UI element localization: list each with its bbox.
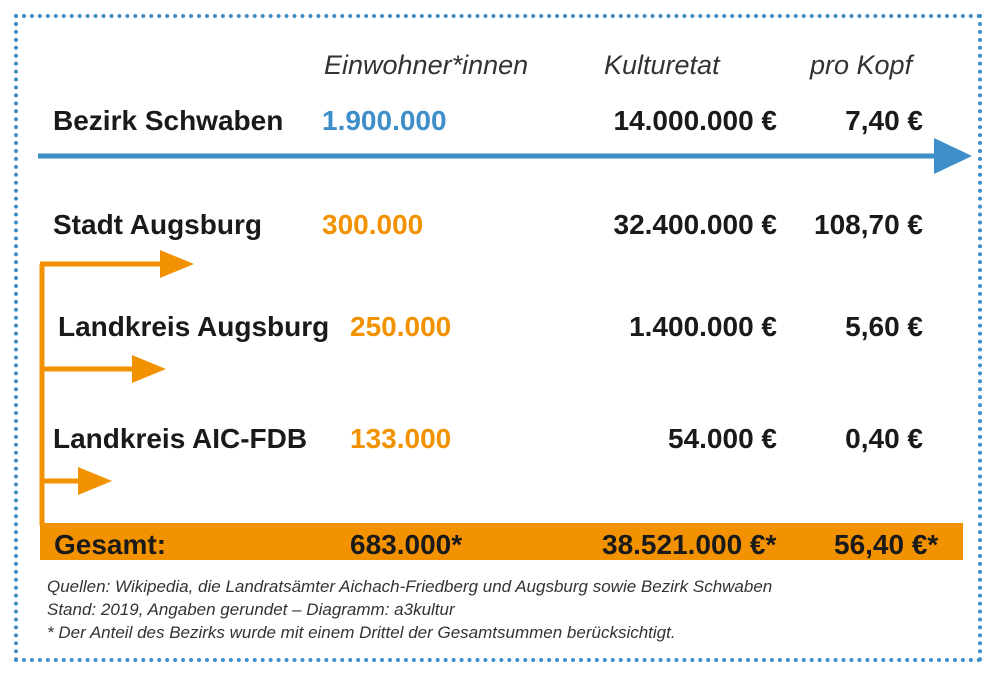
row-pro-kopf: 0,40 €	[845, 423, 923, 454]
row-name: Bezirk Schwaben	[53, 105, 284, 136]
header-kulturetat: Kulturetat	[604, 50, 720, 80]
header-einwohner: Einwohner*innen	[324, 50, 529, 80]
row-einwohner: 1.900.000	[322, 105, 447, 136]
row-kulturetat: 54.000 €	[668, 423, 777, 454]
row-pro-kopf: 5,60 €	[845, 311, 923, 342]
stadt-arrow-head	[160, 250, 194, 278]
row-name: Landkreis Augsburg	[58, 311, 330, 342]
row-name: Stadt Augsburg	[53, 209, 262, 240]
note-line: Quellen: Wikipedia, die Landratsämter Ai…	[47, 577, 773, 596]
row-kulturetat: 14.000.000 €	[613, 105, 778, 136]
total-einwohner: 683.000*	[350, 529, 463, 560]
row-einwohner: 250.000	[350, 311, 452, 342]
landkreis-augsburg-arrow-head	[132, 355, 166, 383]
note-line: * Der Anteil des Bezirks wurde mit einem…	[47, 623, 676, 642]
dotted-frame	[14, 14, 982, 662]
row-kulturetat: 32.400.000 €	[613, 209, 778, 240]
header-pro-kopf: pro Kopf	[810, 50, 913, 80]
row-einwohner: 300.000	[322, 209, 424, 240]
row-einwohner: 133.000	[350, 423, 452, 454]
total-kulturetat: 38.521.000 €*	[602, 529, 777, 560]
row-name: Landkreis AIC-FDB	[53, 423, 308, 454]
bezirk-arrow-head	[934, 138, 972, 174]
landkreis-aic-arrow-head	[78, 467, 112, 495]
row-pro-kopf: 108,70 €	[814, 209, 923, 240]
note-line: Stand: 2019, Angaben gerundet – Diagramm…	[47, 600, 455, 619]
row-kulturetat: 1.400.000 €	[629, 311, 777, 342]
total-bar: Gesamt: 683.000* 38.521.000 €* 56,40 €*	[40, 523, 963, 560]
total-pro-kopf: 56,40 €*	[834, 529, 939, 560]
total-label: Gesamt:	[54, 529, 167, 560]
source-notes: Quellen: Wikipedia, die Landratsämter Ai…	[47, 575, 772, 644]
row-pro-kopf: 7,40 €	[845, 105, 923, 136]
